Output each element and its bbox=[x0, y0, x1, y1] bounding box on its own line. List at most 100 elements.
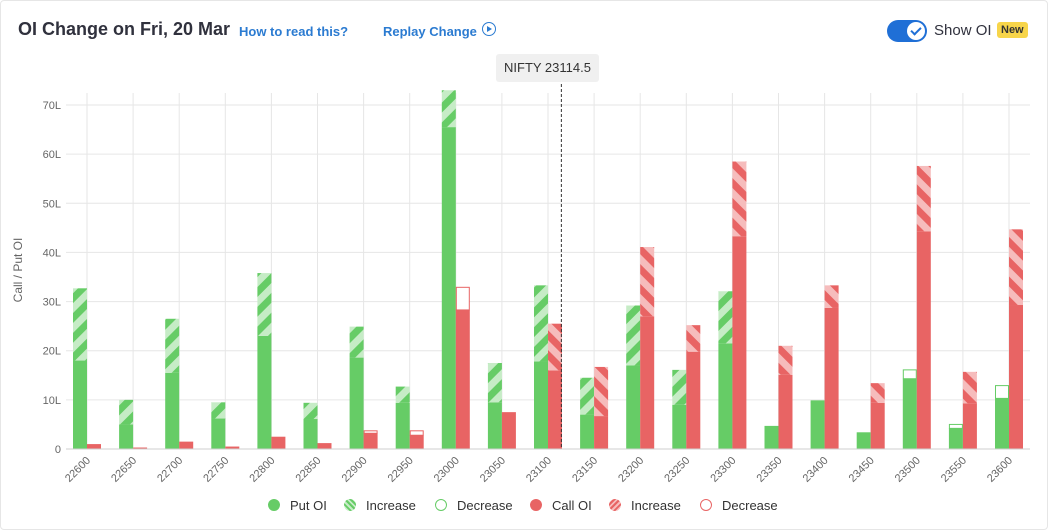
call-oi-bar bbox=[870, 402, 885, 449]
show-oi-toggle[interactable] bbox=[887, 20, 927, 42]
call-increase-bar bbox=[686, 325, 701, 352]
call-oi-bar bbox=[962, 403, 977, 449]
put-increase-bar bbox=[211, 402, 226, 419]
put-oi-bar bbox=[580, 414, 595, 449]
call-oi-bar bbox=[455, 309, 470, 449]
put-oi-bar bbox=[995, 398, 1009, 449]
x-tick-label: 23500 bbox=[893, 455, 923, 485]
put-increase-bar bbox=[349, 326, 364, 358]
legend-put-increase[interactable]: Increase bbox=[344, 496, 416, 514]
y-axis-label: Call / Put OI bbox=[11, 238, 25, 303]
put-increase-bar bbox=[257, 273, 272, 336]
put-oi-bar bbox=[395, 402, 410, 449]
call-oi-bar bbox=[1009, 305, 1023, 449]
put-increase-bar bbox=[395, 386, 410, 403]
y-tick-label: 10L bbox=[43, 395, 61, 407]
legend-call-decrease[interactable]: Decrease bbox=[700, 496, 778, 514]
x-tick-label: 23100 bbox=[524, 455, 554, 485]
legend-call-oi[interactable]: Call OI bbox=[530, 496, 592, 514]
x-tick-label: 23450 bbox=[847, 455, 877, 485]
x-tick-label: 23250 bbox=[662, 455, 692, 485]
put-decrease-bar bbox=[764, 425, 779, 428]
put-oi-bar bbox=[534, 361, 548, 449]
call-increase-bar bbox=[732, 161, 747, 237]
put-increase-bar bbox=[165, 318, 180, 373]
put-increase-bar bbox=[119, 399, 134, 425]
put-increase-bar bbox=[73, 288, 87, 361]
x-tick-label: 23400 bbox=[801, 455, 831, 485]
legend-call-increase[interactable]: Increase bbox=[609, 496, 681, 514]
legend-put-oi[interactable]: Put OI bbox=[268, 496, 327, 514]
x-tick-label: 22850 bbox=[294, 455, 324, 485]
call-oi-bar bbox=[916, 231, 931, 449]
put-oi-bar bbox=[119, 424, 134, 449]
x-tick-label: 23550 bbox=[939, 455, 969, 485]
call-increase-bar bbox=[778, 345, 793, 375]
x-tick-label: 23600 bbox=[985, 455, 1015, 485]
call-increase-bar bbox=[548, 323, 562, 371]
y-tick-label: 40L bbox=[43, 247, 61, 259]
put-oi-bar bbox=[349, 357, 364, 449]
call-oi-bar bbox=[594, 416, 609, 449]
call-oi-bar bbox=[732, 236, 747, 449]
put-oi-bar bbox=[626, 365, 641, 449]
show-oi-label: Show OI bbox=[934, 22, 992, 39]
bars-layer bbox=[73, 90, 1023, 449]
put-decrease-bar bbox=[995, 385, 1009, 399]
call-oi-bar bbox=[778, 374, 793, 449]
put-oi-bar bbox=[73, 360, 87, 449]
y-tick-label: 30L bbox=[43, 297, 61, 309]
x-tick-label: 22950 bbox=[386, 455, 416, 485]
legend-label: Decrease bbox=[722, 497, 778, 513]
x-tick-label: 22800 bbox=[247, 455, 277, 485]
call-increase-bar bbox=[916, 165, 931, 232]
put-increase-bar bbox=[626, 305, 641, 366]
put-oi-swatch-icon bbox=[268, 499, 280, 511]
header: OI Change on Fri, 20 Mar How to read thi… bbox=[0, 0, 1048, 60]
put-oi-bar bbox=[303, 419, 318, 449]
x-tick-label: 23000 bbox=[432, 455, 462, 485]
put-increase-bar bbox=[672, 369, 687, 405]
spot-price-tooltip: NIFTY 23114.5 bbox=[496, 54, 599, 82]
legend-label: Increase bbox=[366, 497, 416, 513]
x-tick-label: 22650 bbox=[109, 455, 139, 485]
legend-label: Put OI bbox=[290, 497, 327, 513]
legend-put-decrease[interactable]: Decrease bbox=[435, 496, 513, 514]
put-oi-bar bbox=[764, 427, 779, 449]
put-increase-bar bbox=[580, 377, 595, 415]
play-circle-icon[interactable] bbox=[482, 22, 496, 36]
how-to-read-link[interactable]: How to read this? bbox=[239, 24, 349, 39]
call-decrease-swatch-icon bbox=[700, 499, 712, 511]
put-oi-bar bbox=[672, 404, 687, 449]
y-tick-label: 20L bbox=[43, 346, 61, 358]
x-tick-label: 22900 bbox=[340, 455, 370, 485]
put-oi-bar bbox=[257, 335, 272, 449]
call-oi-bar bbox=[133, 447, 148, 449]
x-tick-label: 22700 bbox=[155, 455, 185, 485]
put-increase-swatch-icon bbox=[344, 499, 356, 511]
put-oi-bar bbox=[948, 428, 963, 449]
call-oi-bar bbox=[363, 433, 378, 449]
call-oi-bar bbox=[548, 370, 562, 449]
page-title: OI Change on Fri, 20 Mar bbox=[18, 19, 231, 39]
call-increase-bar bbox=[824, 285, 839, 308]
put-decrease-bar bbox=[810, 400, 825, 403]
put-decrease-bar bbox=[948, 423, 963, 429]
put-oi-bar bbox=[165, 372, 180, 449]
put-decrease-bar bbox=[902, 369, 917, 380]
replay-change-link[interactable]: Replay Change bbox=[383, 24, 477, 39]
put-oi-bar bbox=[487, 402, 502, 449]
call-oi-bar bbox=[87, 444, 101, 449]
call-increase-bar bbox=[962, 371, 977, 404]
x-tick-label: 23300 bbox=[708, 455, 738, 485]
legend-label: Call OI bbox=[552, 497, 592, 513]
put-oi-bar bbox=[902, 378, 917, 449]
put-increase-bar bbox=[441, 90, 456, 128]
put-increase-bar bbox=[718, 291, 733, 344]
call-oi-bar bbox=[501, 412, 516, 449]
y-tick-label: 0 bbox=[55, 444, 61, 456]
call-oi-bar bbox=[686, 351, 701, 449]
new-badge: New bbox=[997, 22, 1028, 38]
put-oi-bar bbox=[718, 343, 733, 449]
